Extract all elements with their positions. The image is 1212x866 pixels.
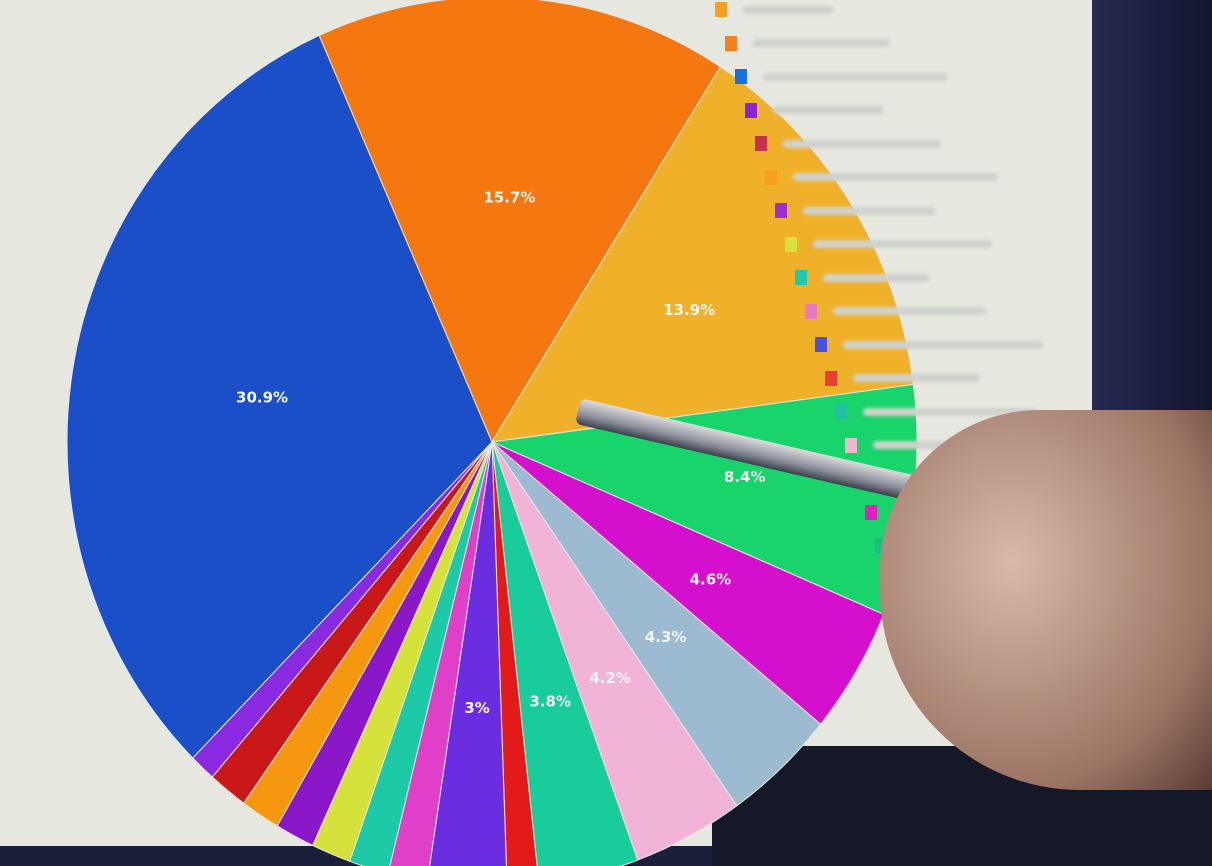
hand [880, 410, 1212, 790]
legend-text-blurred [813, 240, 992, 248]
legend-text-blurred [823, 273, 929, 282]
legend-item [815, 337, 1043, 352]
legend-text-blurred [753, 39, 890, 47]
slice-label: 3% [464, 699, 489, 717]
legend-swatch [845, 437, 857, 453]
legend-item [795, 270, 929, 285]
pie-slice [389, 441, 493, 866]
slice-label: 13.9% [663, 301, 715, 319]
legend-item [785, 236, 992, 252]
legend-swatch [765, 169, 777, 185]
legend-swatch [865, 504, 877, 520]
legend-text-blurred [843, 340, 1043, 349]
legend-item [825, 370, 980, 386]
legend-item [775, 203, 935, 218]
legend-text-blurred [873, 441, 974, 449]
legend-text-blurred [773, 106, 884, 114]
legend-item [835, 404, 1037, 419]
legend-item [765, 169, 998, 185]
legend-swatch [755, 136, 767, 151]
legend-swatch [715, 2, 727, 17]
pie-slice [318, 0, 722, 444]
pie-slice [66, 34, 493, 759]
legend-item [735, 69, 947, 84]
legend-text-blurred [743, 5, 833, 14]
legend-item [755, 136, 941, 151]
legend-item [715, 2, 833, 17]
legend-item [805, 303, 986, 319]
slice-label: 4.3% [645, 628, 687, 646]
legend-item [745, 102, 884, 118]
legend-item [725, 35, 890, 51]
slice-label: 3.8% [529, 692, 571, 710]
legend-text-blurred [853, 374, 980, 382]
pie-slice [429, 441, 507, 866]
legend-item [845, 437, 974, 453]
legend-swatch [815, 337, 827, 352]
pie-slice [491, 441, 639, 866]
legend-text-blurred [803, 206, 935, 215]
legend-swatch [785, 236, 797, 252]
slice-label: 30.9% [236, 388, 288, 406]
legend-text-blurred [783, 139, 941, 148]
slice-label: 4.6% [690, 570, 732, 588]
legend-swatch [775, 203, 787, 218]
legend-swatch [725, 35, 737, 51]
legend-text-blurred [833, 307, 986, 315]
slice-label: 15.7% [483, 188, 535, 206]
legend-swatch [745, 102, 757, 118]
slice-label: 4.2% [589, 669, 631, 687]
legend-swatch [825, 370, 837, 386]
legend-text-blurred [863, 407, 1037, 416]
legend-text-blurred [793, 173, 998, 181]
legend-text-blurred [763, 72, 947, 81]
legend-swatch [795, 270, 807, 285]
legend-swatch [835, 404, 847, 419]
slice-label: 8.4% [724, 468, 766, 486]
legend-swatch [735, 69, 747, 84]
legend-swatch [805, 303, 817, 319]
